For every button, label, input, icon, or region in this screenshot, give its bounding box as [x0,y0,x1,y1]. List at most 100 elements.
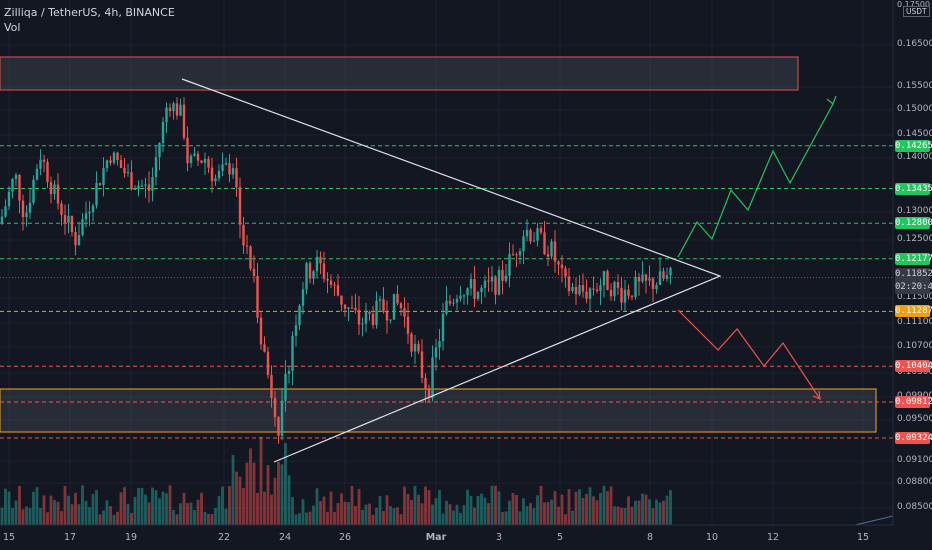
candle-body [445,300,448,314]
volume-bar [382,510,385,525]
candle-body [0,216,4,224]
volume-bar [616,506,620,525]
x-tick-label: 10 [705,532,719,543]
candle-body [53,184,56,195]
volume-bar [557,506,560,525]
volume-bar [151,487,154,525]
volume-bar [231,455,235,525]
x-tick-label: 17 [63,532,77,543]
volume-indicator-label[interactable]: Vol [4,21,21,34]
volume-bar [438,489,441,525]
candle-body [35,168,39,180]
volume-bar [249,448,252,525]
volume-bar [508,500,511,525]
candle-body [32,179,35,203]
candle-body [284,373,287,401]
candle-body [606,271,609,291]
volume-bar [259,436,263,525]
volume-bar [392,508,396,525]
volume-bar [623,507,627,525]
candle-body [287,370,291,374]
volume-bar [144,494,147,525]
candle-body [648,278,651,281]
volume-bar [28,508,32,525]
candle-body [480,287,483,293]
candle-body [599,285,602,291]
volume-bar [91,494,95,525]
volume-bar [4,488,7,525]
volume-bar [63,485,67,525]
candle-body [305,263,308,290]
volume-bar [522,498,525,525]
x-tick-label: 26 [338,532,352,543]
y-tick-label: 0.09500 [897,414,932,424]
volume-bar [263,491,266,525]
candle-body [595,289,599,291]
volume-bar [196,499,200,525]
volume-bar [655,499,658,525]
candle-body [469,279,473,289]
volume-bar [662,500,665,525]
volume-bar [462,505,466,525]
currency-label[interactable]: USDT [903,6,930,17]
price-level-badge: 0.09324 [895,432,932,445]
candle-body [238,187,242,225]
volume-bar [0,507,4,525]
candle-body [413,343,417,352]
candle-body [522,236,525,252]
candle-body [221,164,224,171]
candle-body [270,374,273,399]
zones [0,56,877,433]
candle-body [42,159,46,162]
volume-bar [315,488,319,525]
volume-bar [364,504,368,525]
candle-body [487,280,490,282]
candle-body [560,264,564,269]
candle-body [112,152,116,163]
candle-body [28,202,32,213]
volume-bar [424,486,427,525]
y-tick-label: 0.09100 [897,455,932,465]
y-tick-label: 0.16500 [897,39,932,49]
x-tick-label: 19 [124,532,138,543]
candle-body [252,268,256,276]
volume-bar [543,502,546,525]
candle-body [574,286,578,295]
volume-bar [588,487,592,525]
candle-body [165,107,168,122]
candle-body [200,160,203,163]
y-tick-label: 0.08800 [897,477,932,487]
volume-bar [452,510,455,525]
volume-bar [326,511,329,525]
candle-body [350,307,354,309]
volume-bar [112,514,116,525]
price-level-badge: 0.10404 [895,360,932,373]
symbol-title[interactable]: Zilliqa / TetherUS, 4h, BINANCE [4,6,175,19]
candle-body [368,311,371,314]
candle-body [501,269,504,281]
volume-bar [539,485,543,525]
y-tick-label: 0.09900 [897,391,932,401]
current-price-value: 0.11852 [895,269,932,279]
volume-bar [658,502,662,525]
volume-bar [228,486,231,525]
volume-bar [406,493,410,525]
candle-body [179,104,182,116]
volume-bar [266,465,270,525]
candle-body [382,299,385,312]
candle-body [105,160,109,169]
candle-body [196,153,200,161]
candle-body [151,176,154,191]
x-tick-label: 22 [217,532,231,543]
candle-body [217,170,221,179]
volume-bar [578,489,581,525]
candle-body [525,229,529,237]
volume-bar [665,495,669,525]
candle-body [116,152,119,161]
volume-bar [375,507,378,525]
volume-bar [473,507,476,525]
bar-countdown: 02:20:43 [895,282,932,292]
candle-body [511,254,515,256]
